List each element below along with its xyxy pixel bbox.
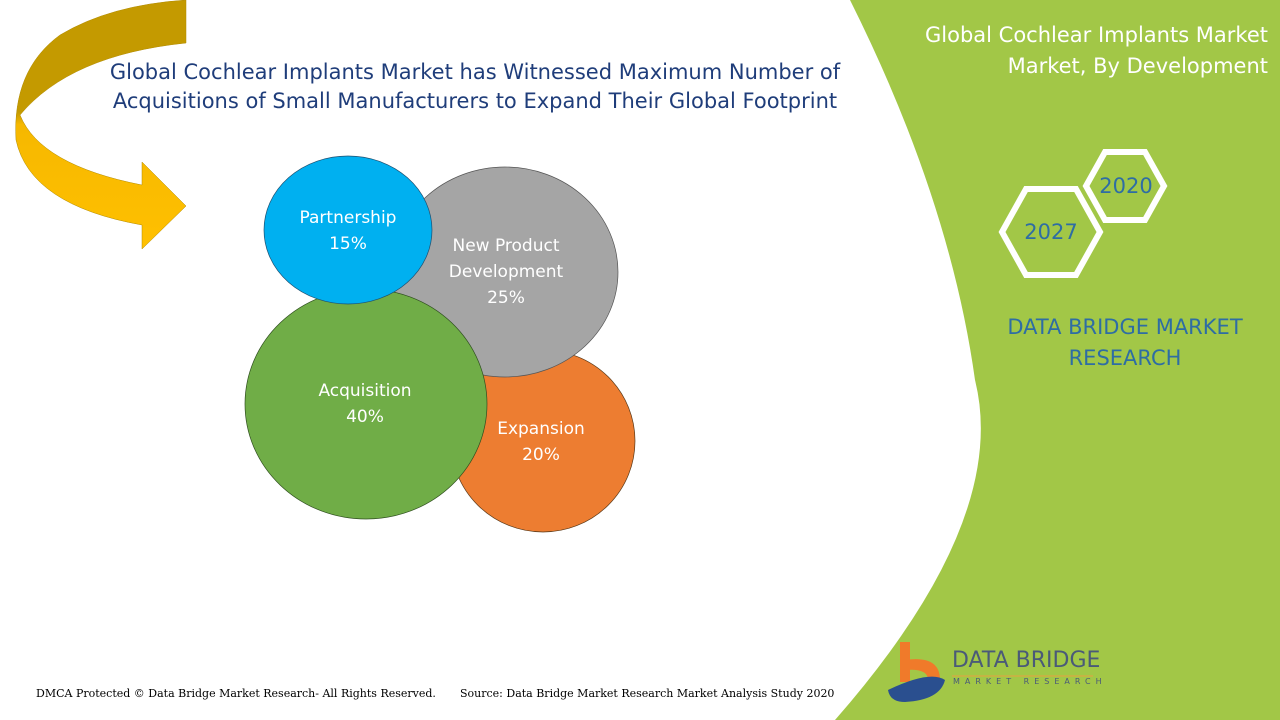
year-end-label: 2027 — [1024, 220, 1078, 244]
bubble-partnership — [263, 155, 433, 305]
logo-name: DATA BRIDGE — [952, 648, 1101, 673]
bubble-label-expansion: Expansion 20% — [461, 416, 621, 468]
side-title-line-1: Global Cochlear Implants Market — [925, 23, 1268, 47]
hexagon-2020 — [1082, 149, 1168, 223]
bubble-name: Expansion — [497, 419, 585, 439]
curved-arrow-icon — [15, 0, 187, 250]
logo-tagline: MARKET RESEARCH — [953, 677, 1107, 686]
bubble-value: 15% — [329, 234, 367, 254]
brand-line-2: RESEARCH — [1068, 346, 1182, 370]
footer-copyright: DMCA Protected © Data Bridge Market Rese… — [36, 687, 436, 700]
bubble-label-partnership: Partnership 15% — [268, 205, 428, 257]
bubble-name-line-2: Development — [448, 262, 564, 282]
side-panel — [835, 0, 1280, 720]
title-line-1: Global Cochlear Implants Market has Witn… — [109, 60, 841, 84]
bubble-value: 20% — [522, 445, 560, 465]
bubble-value: 25% — [487, 288, 525, 308]
brand-line-1: DATA BRIDGE MARKET — [1007, 315, 1243, 339]
bubble-name: Acquisition — [318, 381, 412, 401]
bubble-label-new-product-development: New Product Development 25% — [426, 233, 586, 311]
side-panel-title: Global Cochlear Implants Market Market, … — [868, 20, 1268, 82]
bubble-name: New Product — [452, 236, 560, 256]
bubble-label-acquisition: Acquisition 40% — [285, 378, 445, 430]
brand-text: DATA BRIDGE MARKET RESEARCH — [985, 312, 1265, 374]
year-start-label: 2020 — [1099, 174, 1153, 198]
title-line-2: Acquisitions of Small Manufacturers to E… — [112, 89, 838, 113]
data-bridge-logo-icon — [888, 642, 1093, 702]
bubble-name: Partnership — [299, 208, 397, 228]
side-title-line-2: Market, By Development — [1007, 54, 1268, 78]
footer-source: Source: Data Bridge Market Research Mark… — [460, 687, 835, 700]
hexagon-2027 — [998, 186, 1104, 278]
bubble-value: 40% — [346, 407, 384, 427]
page-title: Global Cochlear Implants Market has Witn… — [40, 58, 910, 116]
